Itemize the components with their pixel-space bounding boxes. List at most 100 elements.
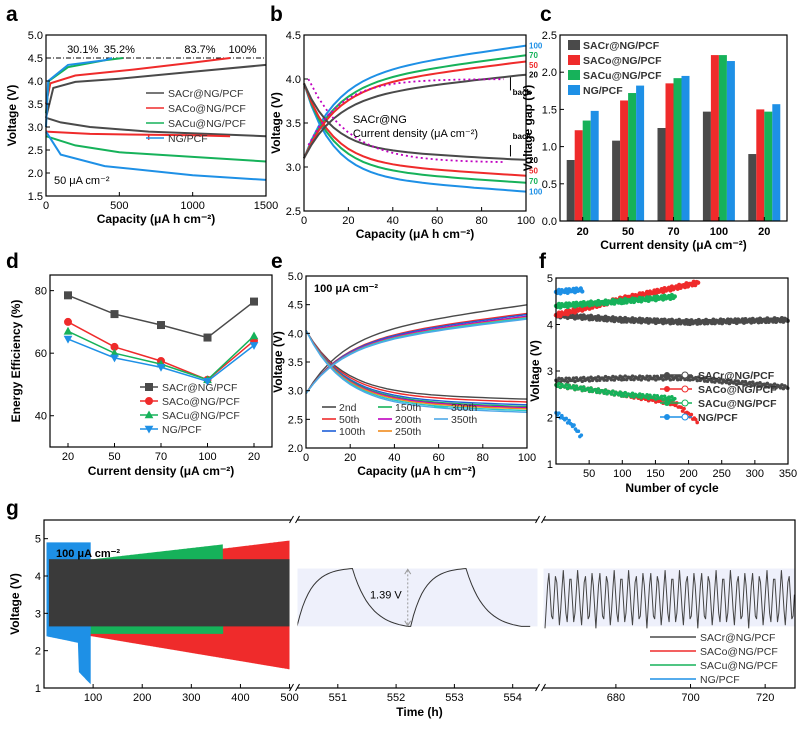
discharge-curve (305, 330, 528, 400)
discharge-point (659, 394, 664, 399)
discharge-point (581, 375, 586, 380)
discharge-point (557, 376, 561, 381)
current-density-tag: 20 (529, 71, 538, 80)
x-tick-label: 554 (504, 692, 522, 704)
discharge-point (589, 386, 593, 390)
break-mark (295, 515, 300, 524)
break-mark (541, 683, 546, 692)
y-tick-label: 4.5 (28, 53, 43, 65)
legend-marker (681, 413, 689, 421)
discharge-point (717, 380, 721, 384)
discharge-point (682, 406, 686, 411)
y-axis-title: Voltage (V) (5, 85, 19, 147)
discharge-point (750, 380, 755, 385)
discharge-curve (303, 83, 527, 184)
discharge-point (646, 396, 651, 401)
legend-marker (664, 372, 670, 378)
legend-swatch (568, 70, 580, 80)
x-tick-label: 20 (577, 226, 589, 238)
panel-g: 1.39 V 100 200 300 400 500 551 552 553 554 680 700 7… (8, 515, 796, 719)
legend-marker (664, 400, 670, 406)
x-tick-label: 50 (622, 226, 634, 238)
data-point (145, 383, 153, 391)
legend-label: NG/PCF (168, 133, 208, 145)
discharge-curve (305, 330, 528, 410)
arrow-head (404, 568, 412, 575)
discharge-point (580, 379, 585, 383)
discharge-point (612, 378, 617, 382)
x-tick-label: 500 (280, 692, 298, 704)
x-tick-label: 0 (303, 452, 309, 464)
discharge-point (589, 375, 593, 380)
legend-label: SACo@NG/PCF (698, 384, 777, 396)
x-tick-label: 20 (344, 452, 356, 464)
x-tick-label: 20 (758, 226, 770, 238)
discharge-point (637, 392, 642, 396)
discharge-point (688, 378, 692, 382)
discharge-point (661, 378, 665, 382)
x-tick-label: 250 (713, 468, 731, 480)
discharge-point (652, 393, 657, 398)
charge-curve (303, 54, 527, 159)
discharge-curve (45, 131, 267, 181)
discharge-point (704, 375, 708, 380)
x-tick-label: 70 (667, 226, 679, 238)
discharge-point (581, 385, 586, 389)
bar (772, 104, 781, 221)
x-axis-title: Capacity (μA h cm⁻²) (357, 464, 476, 478)
panel-label: b (270, 3, 283, 26)
discharge-point (694, 375, 698, 380)
x-axis-title: Current density (μA cm⁻²) (88, 464, 235, 478)
discharge-point (602, 391, 606, 395)
legend-label: 100th (339, 426, 365, 438)
discharge-point (595, 378, 599, 383)
y-tick-label: 3.0 (28, 122, 43, 134)
y-tick-label: 2.5 (286, 206, 301, 218)
y-tick-label: 4 (35, 571, 41, 583)
discharge-point (602, 378, 606, 382)
axis-break (537, 518, 544, 690)
x-tick-label: 0 (301, 215, 307, 227)
y-tick-label: 0.0 (542, 216, 557, 228)
legend-label: SACu@NG/PCF (168, 118, 246, 130)
bar (718, 55, 727, 222)
x-tick-label: 500 (110, 200, 128, 212)
discharge-curve (305, 330, 528, 413)
x-tick-label: 150 (646, 468, 664, 480)
y-tick-label: 0.5 (542, 179, 557, 191)
discharge-point (596, 375, 601, 379)
legend-label: SACo@NG/PCF (168, 103, 246, 115)
y-axis-title: Voltage (V) (8, 573, 22, 635)
discharge-point (557, 411, 561, 415)
y-tick-label: 3.5 (286, 118, 301, 130)
plot-frame (43, 519, 796, 689)
x-axis-title: Capacity (μA h cm⁻²) (356, 227, 475, 241)
discharge-point (571, 384, 576, 388)
discharge-point (571, 376, 576, 381)
discharge-point (564, 376, 569, 381)
discharge-point (668, 398, 673, 403)
x-tick-label: 300 (182, 692, 200, 704)
x-tick-label: 60 (431, 215, 443, 227)
x-tick-label: 100 (84, 692, 102, 704)
x-tick-label: 1000 (180, 200, 204, 212)
x-tick-label: 20 (62, 451, 74, 463)
x-tick-label: 100 (710, 226, 728, 238)
discharge-point (683, 377, 687, 382)
discharge-point (557, 381, 561, 386)
x-tick-label: 100 (613, 468, 631, 480)
discharge-point (695, 378, 700, 383)
discharge-point (742, 383, 746, 387)
discharge-point (565, 379, 570, 384)
discharge-point (743, 379, 748, 384)
discharge-point (689, 412, 694, 417)
charge-curve (303, 60, 527, 159)
percent-annotation: 100% (228, 44, 256, 56)
plot-frame (303, 34, 527, 212)
legend-label: 200th (395, 414, 421, 426)
y-tick-label: 5.0 (28, 30, 43, 42)
discharge-point (639, 377, 644, 382)
charge-curve (305, 304, 528, 394)
current-density-label: 50 μA cm⁻² (54, 175, 110, 187)
